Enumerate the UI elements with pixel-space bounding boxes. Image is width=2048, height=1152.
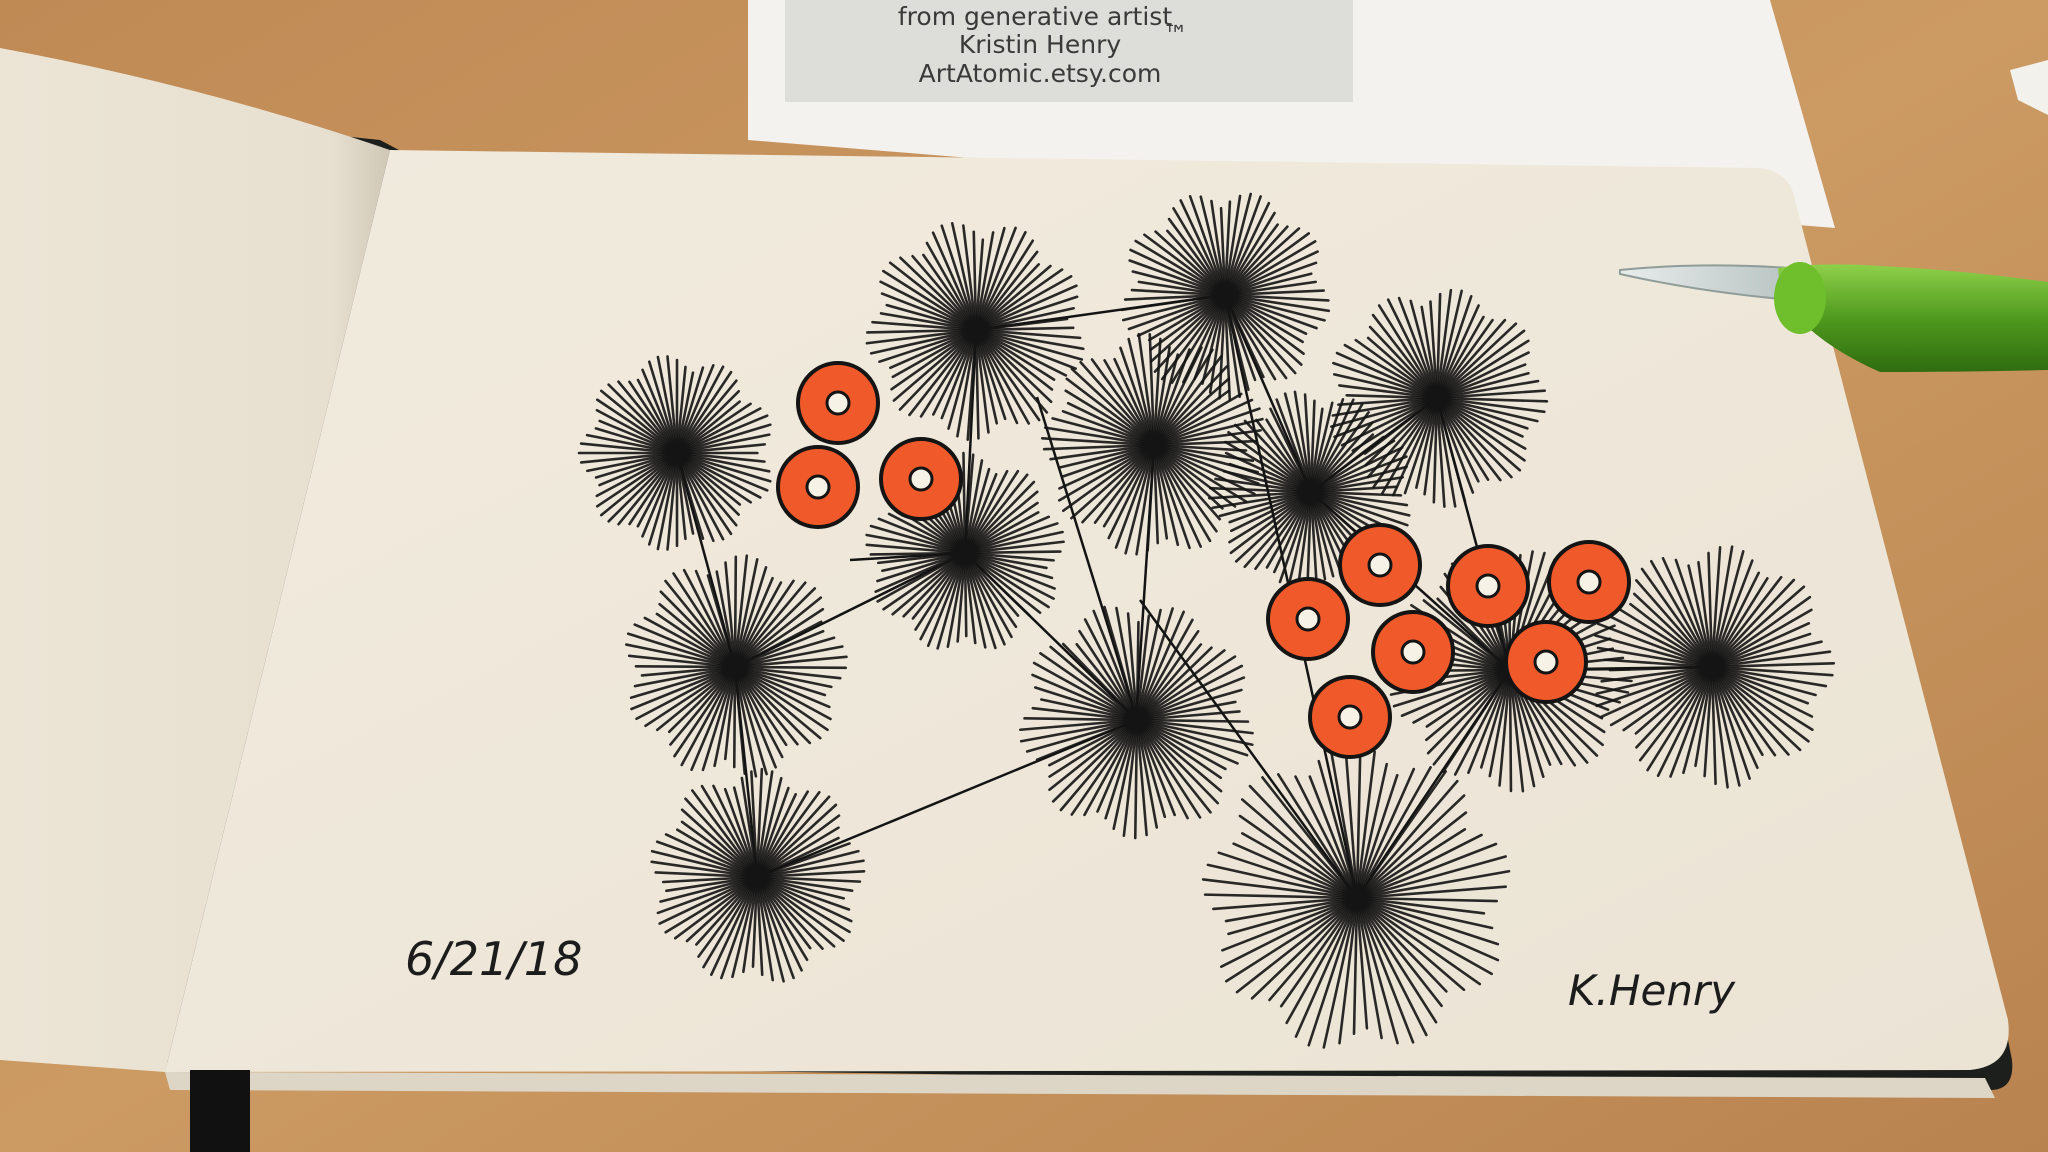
orange-dot (1504, 620, 1588, 704)
artist-signature: K.Henry (1568, 966, 1736, 1015)
pen-collar (1774, 262, 1826, 334)
orange-dot (879, 437, 963, 521)
artist-card (785, 0, 1353, 102)
card-line-3: ArtAtomic.etsy.com (919, 59, 1162, 88)
orange-dot (1308, 675, 1392, 759)
bookmark-ribbon (190, 1070, 250, 1152)
ink-burst (625, 554, 848, 778)
ink-burst (865, 222, 1085, 441)
orange-dot (796, 361, 880, 445)
left-page (0, 48, 390, 1072)
orange-dot (1547, 540, 1631, 624)
ink-burst (1594, 545, 1836, 789)
ink-burst (1330, 288, 1549, 508)
orange-dot (1266, 577, 1350, 661)
ink-burst (1019, 605, 1254, 840)
orange-dots (776, 361, 1631, 759)
ink-bursts (577, 192, 1836, 1049)
ink-burst (1201, 742, 1511, 1049)
right-page (165, 150, 2009, 1072)
orange-dot (776, 445, 860, 529)
card-line-2: Kristin Henry (959, 30, 1121, 59)
pen-handle (1778, 264, 2048, 372)
card-trademark: ™ (1163, 20, 1188, 49)
ink-burst (577, 355, 772, 551)
glass-dip-pen (1619, 262, 2048, 372)
card-line-1: from generative artist (898, 2, 1172, 31)
ink-burst (1040, 332, 1264, 556)
orange-dot (1446, 544, 1530, 628)
drawing-date: 6/21/18 (405, 932, 582, 986)
ink-burst (1207, 390, 1411, 595)
background-paper-right (2010, 60, 2048, 115)
page-edges (165, 1072, 1995, 1098)
orange-dot (1338, 523, 1422, 607)
ink-burst (650, 767, 866, 983)
orange-dot (1371, 610, 1455, 694)
